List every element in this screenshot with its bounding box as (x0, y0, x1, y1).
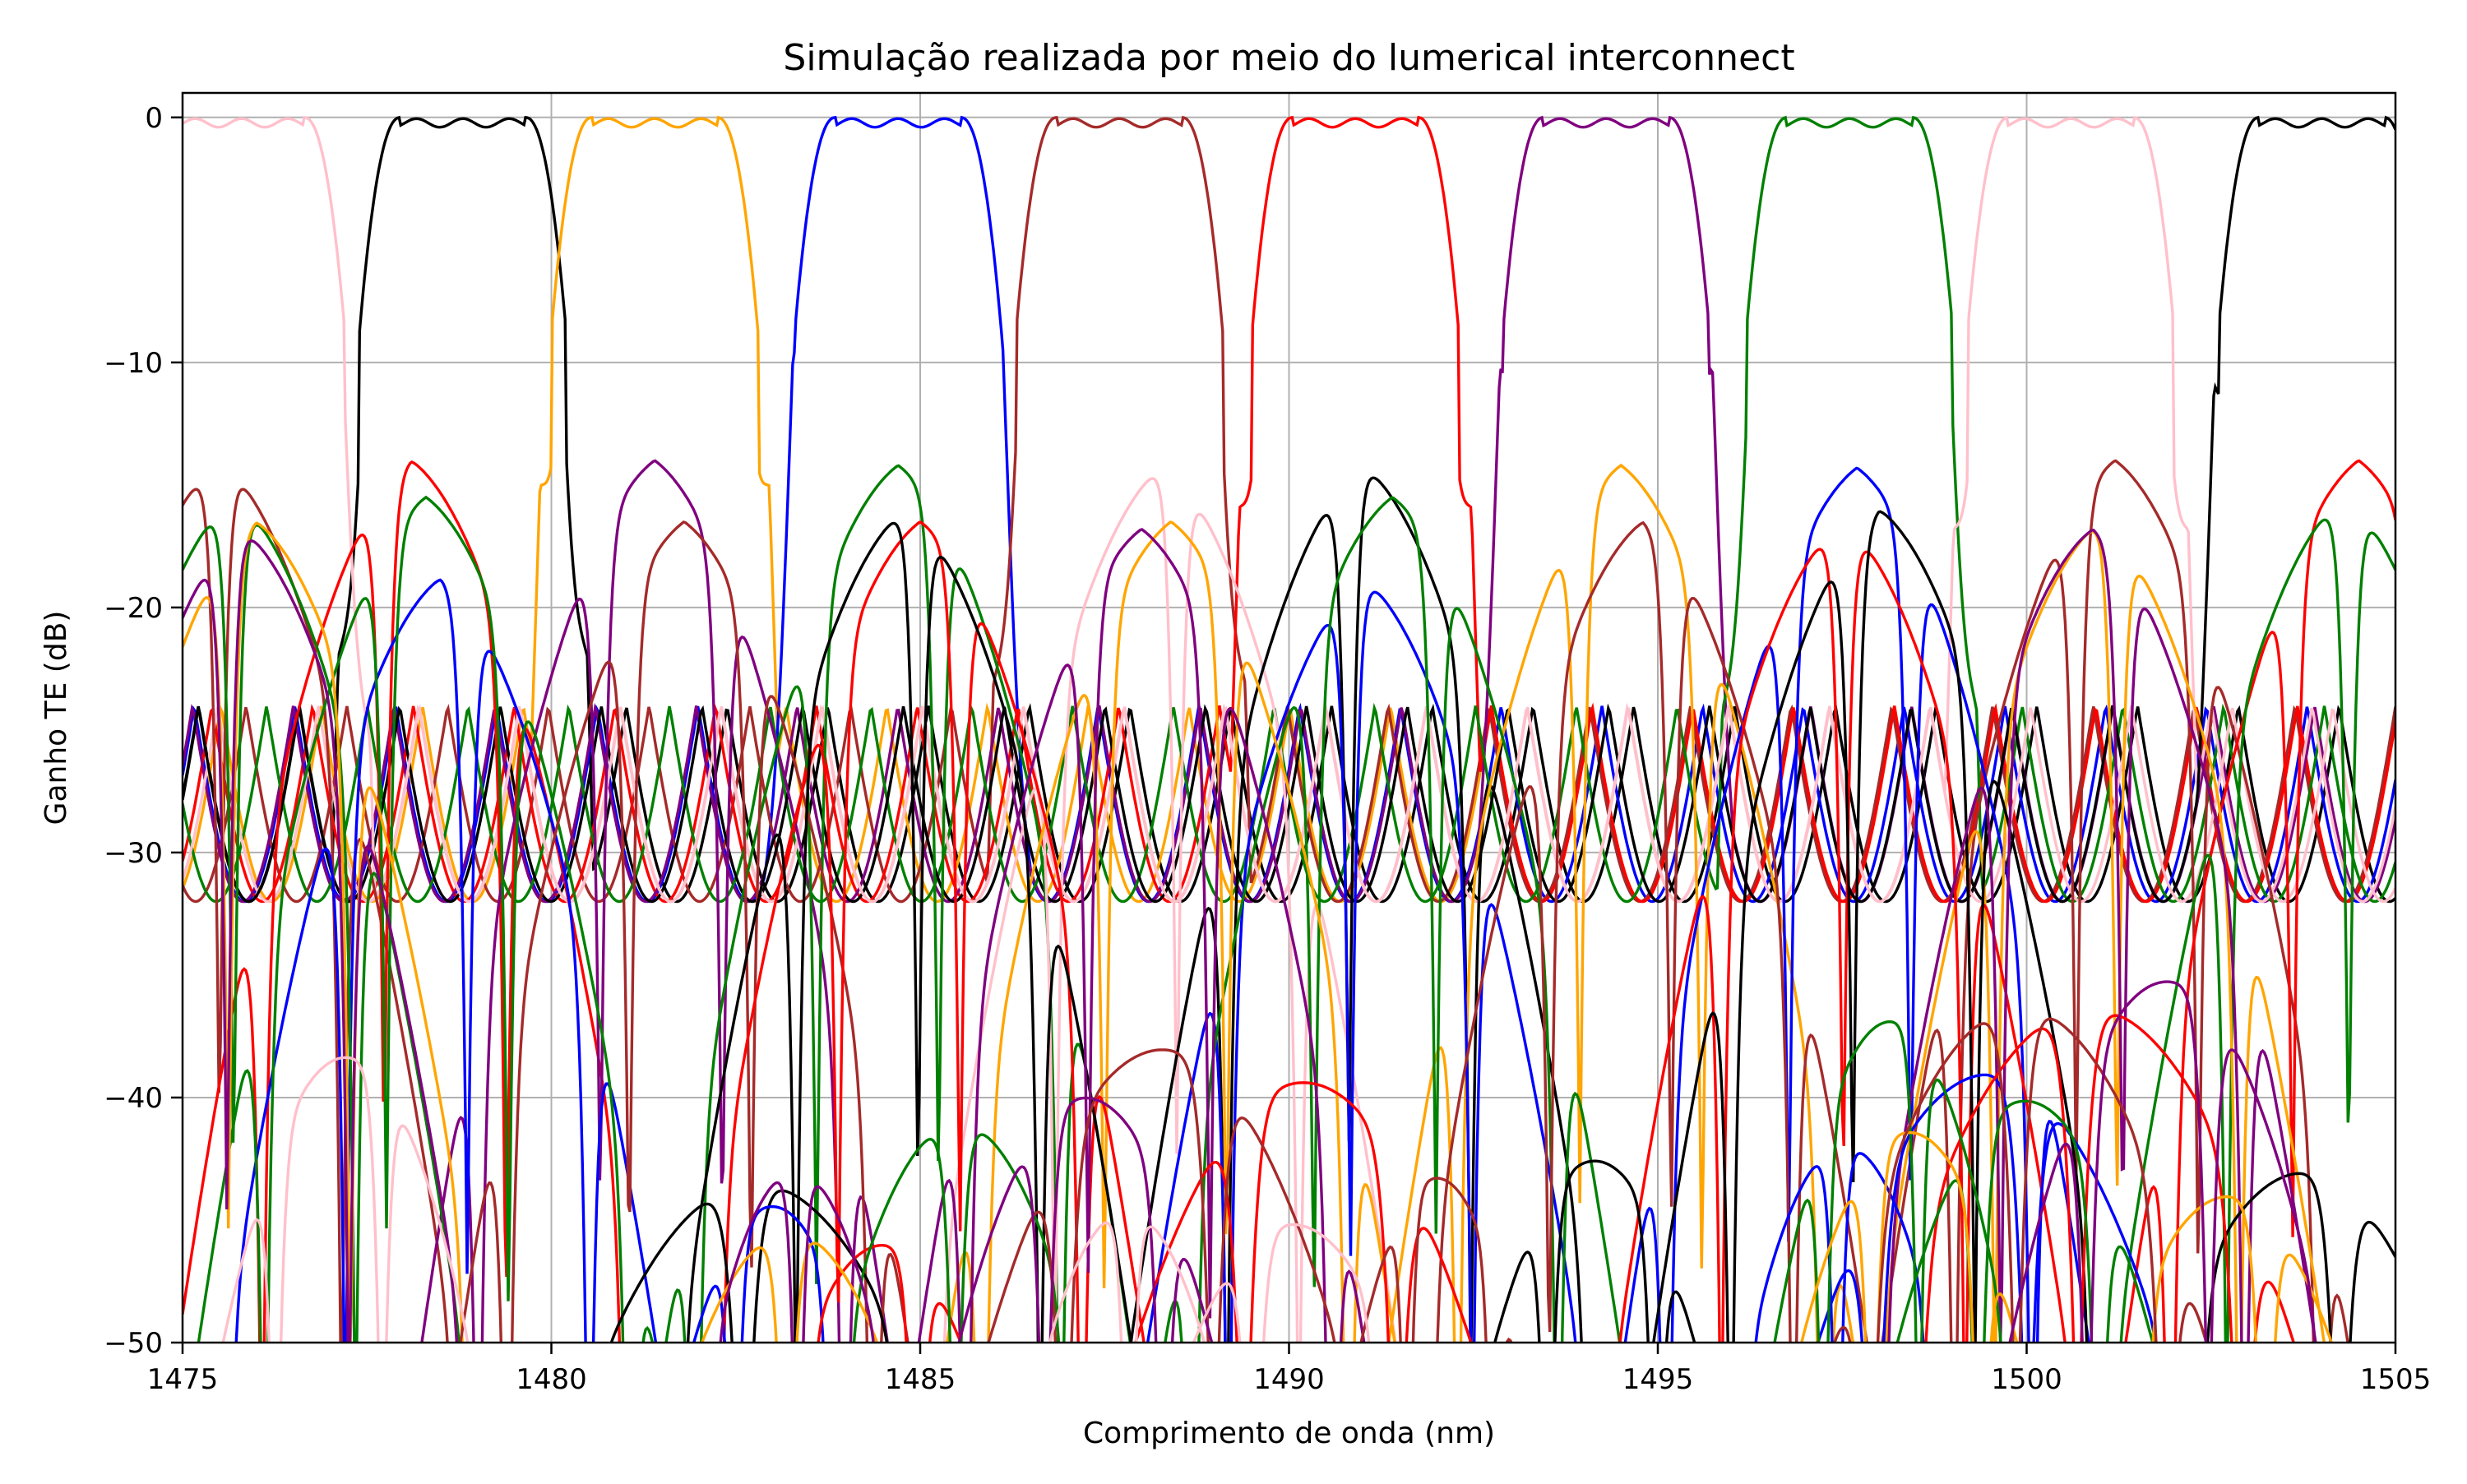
sidelobe-series-line (1164, 496, 1622, 1343)
sidelobe-series-line (1146, 590, 1577, 1343)
deep-null-series-line (1134, 1081, 1473, 1343)
deep-null-series-line (1192, 1223, 1371, 1343)
x-tick-label: 1475 (147, 1363, 219, 1396)
axis-ticks: 1475 1480 1485 1490 1495 1500 1505 0 −10 −20 −30 −4… (104, 102, 2431, 1396)
x-tick-label: 1485 (885, 1363, 956, 1396)
sidelobe-series-line (1652, 510, 2089, 1343)
axes-frame (181, 91, 2397, 1344)
deep-null-series-line (1895, 1099, 2155, 1343)
y-tick-label: −50 (104, 1327, 163, 1360)
sidelobe-series-line (197, 495, 655, 1343)
x-tick-label: 1480 (516, 1363, 587, 1396)
y-tick-label: −10 (104, 347, 163, 380)
sidelobe-series-line (420, 459, 889, 1343)
y-tick-label: 0 (145, 102, 163, 135)
deep-null-series-line (987, 1048, 1336, 1343)
x-tick-label: 1495 (1622, 1363, 1694, 1396)
deep-null-series-line (2008, 980, 2317, 1343)
x-axis-label: Comprimento de onda (nm) (1083, 1417, 1495, 1450)
y-tick-label: −30 (104, 837, 163, 870)
y-tick-label: −40 (104, 1082, 163, 1115)
sidelobe-series-line (1884, 529, 2326, 1343)
sidelobe-series-line (917, 528, 1366, 1343)
deep-null-series-line (1924, 1014, 2295, 1343)
sidelobe-series-line (459, 520, 910, 1343)
sidelobe-series-line (1129, 476, 1583, 1343)
sidelobe-series-line (1618, 548, 2067, 1343)
chart-title: Simulação realizada por meio do lumerica… (783, 37, 1794, 79)
deep-null-series-line (1833, 1017, 2208, 1343)
sidelobe-series-line (946, 520, 1396, 1343)
passband-series-line (183, 115, 2395, 904)
sidelobe-series-line (234, 578, 658, 1343)
sidelobe-series-line (1887, 529, 2317, 1343)
y-tick-label: −20 (104, 592, 163, 625)
x-tick-label: 1490 (1253, 1363, 1325, 1396)
x-tick-label: 1505 (2360, 1363, 2432, 1396)
passband-series-line (183, 115, 2395, 904)
sidelobe-series-line (942, 477, 1397, 1343)
sidelobe-series-line (1881, 459, 2349, 1343)
y-axis-label: Ganho TE (dB) (39, 611, 73, 825)
plot-area (183, 115, 2395, 1343)
sidelobe-series-line (1623, 466, 2090, 1343)
x-tick-label: 1500 (1991, 1363, 2062, 1396)
